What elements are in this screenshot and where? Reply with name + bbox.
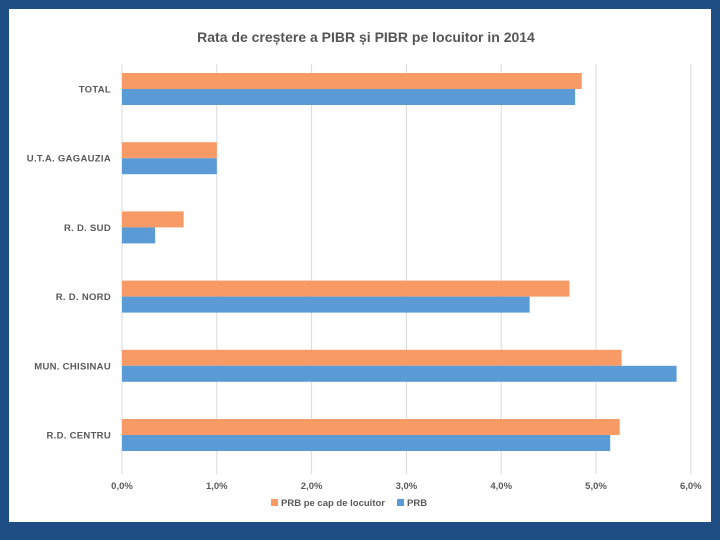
bar	[122, 73, 582, 89]
category-label: R.D. CENTRU	[46, 431, 111, 442]
bar	[122, 435, 611, 451]
legend: PRB pe cap de locuitor PRB	[271, 498, 427, 509]
bar	[122, 365, 677, 382]
chart-title: Rata de creștere a PIBR și PIBR pe locui…	[197, 29, 535, 45]
x-tick-label: 4,0%	[490, 481, 512, 492]
x-tick-label: 5,0%	[585, 481, 607, 492]
category-labels: TOTAL U.T.A. GAGAUZIA R. D. SUD R. D. NORD M…	[27, 85, 111, 442]
x-tick-label: 6,0%	[680, 481, 702, 492]
bar	[122, 158, 217, 175]
x-tick-label: 1,0%	[206, 481, 228, 492]
legend-swatch	[271, 499, 278, 506]
bar	[122, 142, 217, 159]
bar	[122, 349, 622, 366]
legend-label: PRB	[407, 498, 427, 509]
bar	[122, 89, 576, 105]
category-label: R. D. NORD	[56, 292, 111, 303]
legend-swatch	[397, 499, 404, 506]
category-label: MUN. CHISINAU	[34, 361, 111, 372]
x-tick-label: 0,0%	[111, 481, 133, 492]
gridlines	[121, 64, 692, 474]
bar	[122, 419, 620, 435]
bar	[122, 280, 570, 297]
category-label: R. D. SUD	[64, 223, 111, 234]
x-tick-label: 3,0%	[396, 481, 418, 492]
bar	[122, 211, 184, 228]
x-axis-ticks: 0,0% 1,0% 2,0% 3,0% 4,0% 5,0% 6,0%	[111, 481, 702, 492]
category-label: U.T.A. GAGAUZIA	[27, 154, 111, 165]
bars	[122, 73, 677, 451]
x-tick-label: 2,0%	[301, 481, 323, 492]
legend-label: PRB pe cap de locuitor	[281, 498, 385, 509]
chart: Rata de creștere a PIBR și PIBR pe locui…	[27, 29, 702, 509]
chart-frame: Rata de creștere a PIBR și PIBR pe locui…	[9, 9, 711, 522]
bar	[122, 227, 156, 244]
category-label: TOTAL	[79, 85, 111, 96]
bar	[122, 296, 530, 313]
